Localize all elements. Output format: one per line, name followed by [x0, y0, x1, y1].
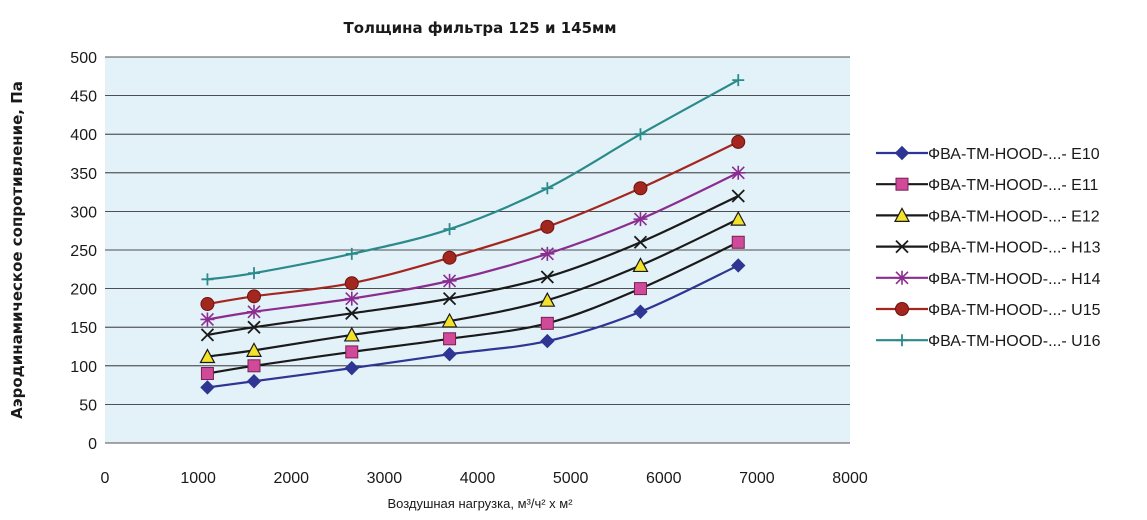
data-point: [245, 342, 263, 357]
data-point: [200, 380, 215, 395]
data-point: [442, 250, 457, 265]
legend-item: ФВА-ТМ-HOOD-...- E12: [876, 207, 1100, 225]
x-tick-label: 0: [101, 470, 110, 487]
data-point: [731, 235, 745, 249]
x-axis-ticks: 0 1000 2000 3000 4000 5000 6000 7000 8000: [101, 470, 868, 487]
legend-item: ФВА-ТМ-HOOD-...- U15: [876, 302, 1101, 319]
legend: ФВА-ТМ-HOOD-...- E10 ФВА-ТМ-HOOD-...- E11…: [876, 145, 1101, 350]
data-point: [344, 291, 359, 306]
data-point: [443, 332, 457, 346]
data-point: [730, 210, 747, 226]
data-point: [442, 291, 457, 306]
legend-marker: [895, 270, 909, 285]
legend-label: ФВА-ТМ-HOOD-...- H13: [928, 240, 1101, 257]
data-point: [344, 276, 359, 291]
data-point: [200, 297, 215, 312]
y-tick-label: 500: [70, 50, 97, 67]
legend-item: ФВА-ТМ-HOOD-...- E10: [876, 145, 1100, 163]
y-axis-ticks: 0 50 100 150 200 250 300 350 400 450 500: [70, 50, 97, 453]
data-point: [246, 374, 262, 389]
data-point: [247, 304, 261, 319]
data-point: [540, 270, 554, 284]
legend-label: ФВА-ТМ-HOOD-...- E11: [928, 177, 1099, 194]
y-tick-label: 300: [70, 204, 97, 221]
data-point: [539, 291, 556, 307]
data-point: [633, 181, 648, 196]
x-tick-label: 7000: [739, 470, 775, 487]
x-tick-label: 1000: [180, 470, 216, 487]
x-axis-label: Воздушная нагрузка, м³/ч² х м²: [387, 496, 573, 511]
y-tick-label: 350: [70, 166, 97, 183]
data-point: [540, 333, 555, 349]
data-point: [632, 257, 649, 273]
data-point: [540, 219, 555, 234]
x-tick-label: 3000: [367, 470, 403, 487]
y-tick-label: 400: [70, 127, 97, 144]
data-point: [540, 246, 555, 261]
legend-marker: [893, 207, 911, 222]
x-tick-label: 5000: [553, 470, 589, 487]
data-point: [247, 289, 261, 304]
data-point: [633, 235, 648, 249]
data-point: [201, 273, 214, 286]
y-tick-label: 0: [88, 436, 97, 453]
x-tick-label: 8000: [832, 470, 868, 487]
legend-marker: [894, 145, 910, 161]
data-point: [248, 267, 260, 280]
y-tick-label: 450: [70, 89, 97, 106]
data-point: [541, 182, 554, 195]
legend-label: ФВА-ТМ-HOOD-...- U16: [928, 333, 1101, 350]
legend-label: ФВА-ТМ-HOOD-...- H14: [928, 271, 1101, 288]
series-lines: [199, 74, 747, 395]
data-point: [634, 128, 647, 141]
y-tick-label: 250: [70, 243, 97, 260]
data-point: [731, 134, 746, 149]
legend-marker: [896, 334, 908, 347]
data-point: [540, 316, 554, 330]
data-point: [732, 74, 745, 87]
legend-marker: [895, 177, 909, 191]
x-tick-label: 2000: [273, 470, 309, 487]
data-point: [344, 360, 359, 376]
data-point: [247, 359, 261, 373]
data-point: [200, 328, 215, 342]
legend-item: ФВА-ТМ-HOOD-...- H13: [876, 240, 1101, 257]
y-tick-label: 50: [79, 397, 97, 414]
data-point: [633, 212, 648, 227]
legend-marker: [895, 239, 909, 254]
legend-item: ФВА-ТМ-HOOD-...- E11: [876, 177, 1099, 194]
data-point: [343, 326, 360, 342]
gridlines: [105, 56, 850, 444]
data-point: [200, 312, 215, 327]
legend-marker: [895, 302, 909, 316]
data-point: [345, 306, 359, 320]
data-point: [345, 345, 359, 359]
data-point: [200, 367, 214, 381]
data-point: [731, 258, 746, 273]
data-point: [633, 282, 647, 296]
data-point: [442, 347, 457, 362]
data-point: [731, 165, 746, 180]
y-tick-label: 150: [70, 320, 97, 337]
data-point: [199, 348, 216, 364]
data-point: [441, 312, 458, 328]
x-tick-label: 6000: [646, 470, 682, 487]
y-axis-label: Аэродинамическое сопротивление, Па: [8, 81, 26, 419]
legend-label: ФВА-ТМ-HOOD-...- E12: [928, 208, 1100, 225]
y-tick-label: 100: [70, 359, 97, 376]
data-point: [731, 189, 745, 203]
data-point: [633, 304, 648, 319]
chart-title: Толщина фильтра 125 и 145мм: [343, 19, 616, 37]
data-point: [247, 320, 261, 334]
legend-label: ФВА-ТМ-HOOD-...- U15: [928, 302, 1101, 319]
legend-item: ФВА-ТМ-HOOD-...- U16: [876, 333, 1101, 350]
data-point: [443, 223, 456, 236]
x-tick-label: 4000: [460, 470, 496, 487]
legend-item: ФВА-ТМ-HOOD-...- H14: [876, 271, 1101, 288]
data-point: [345, 247, 358, 260]
data-point: [442, 273, 457, 288]
legend-label: ФВА-ТМ-HOOD-...- E10: [928, 146, 1100, 163]
y-tick-label: 200: [70, 282, 97, 299]
